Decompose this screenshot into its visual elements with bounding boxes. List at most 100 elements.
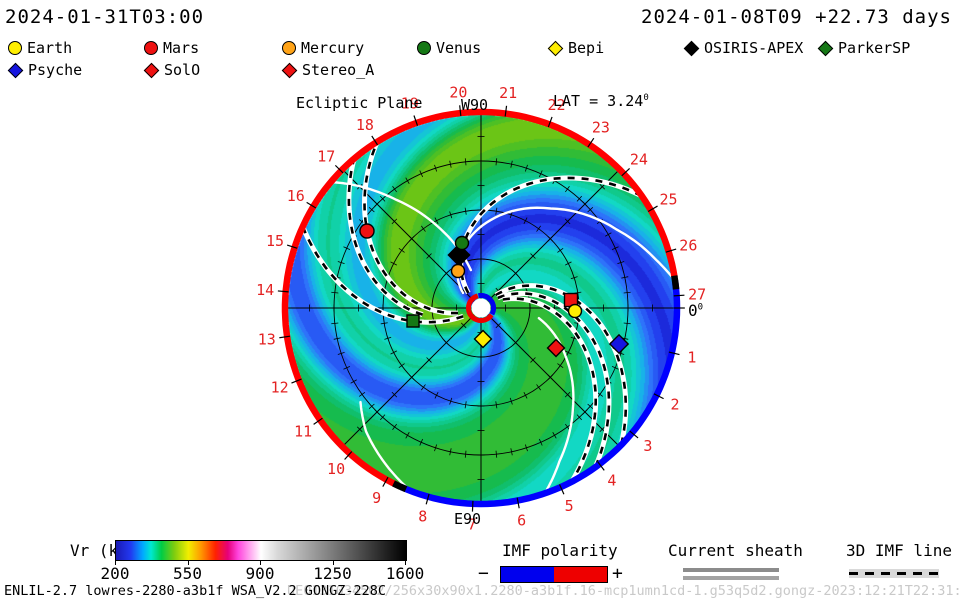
day-label: 21	[499, 84, 517, 102]
day-tick	[665, 248, 677, 253]
grid-circle-tick	[576, 195, 583, 202]
day-label: 13	[258, 331, 276, 349]
day-tick	[587, 137, 595, 148]
day-label: 20	[449, 84, 467, 102]
day-label: 5	[565, 497, 574, 515]
day-label: 24	[630, 151, 648, 169]
grid-circle-tick	[464, 401, 467, 409]
grid-circle-tick	[605, 232, 612, 237]
grid-circle-tick	[510, 160, 513, 168]
grid-circle-tick	[392, 423, 397, 431]
day-label: 6	[517, 512, 526, 530]
day-label: 27	[688, 285, 706, 303]
imf3d-line	[459, 176, 643, 294]
imf3d-line	[497, 292, 611, 468]
east-limb-label: E90	[454, 510, 482, 528]
grid-circle-tick	[434, 217, 439, 225]
grid-circle-tick	[611, 365, 619, 370]
day-label: 23	[592, 119, 610, 137]
grid-circle-tick	[398, 247, 405, 253]
grid-circle-tick	[384, 336, 392, 340]
colorbar-tick-label: 900	[245, 564, 275, 583]
solo-marker	[546, 338, 566, 358]
grid-spoke-tick	[426, 357, 432, 363]
latitude-label: LAT = 3.240	[553, 92, 649, 110]
grid-circle-tick	[564, 350, 572, 355]
grid-circle-tick	[623, 322, 631, 325]
day-tick	[621, 168, 631, 177]
day-label: 10	[327, 460, 345, 478]
imf-positive-swatch	[554, 567, 607, 582]
day-label: 1	[687, 348, 696, 366]
grid-spoke-tick	[374, 201, 380, 207]
day-tick	[413, 115, 419, 126]
grid-circle-tick	[538, 438, 543, 446]
day-tick	[547, 116, 553, 128]
grid-circle-tick	[380, 322, 388, 325]
grid-circle-tick	[570, 276, 578, 280]
day-label: 9	[372, 489, 381, 507]
grid-circle-tick	[392, 185, 397, 193]
grid-spoke-tick	[512, 339, 519, 346]
grid-spoke-tick	[512, 270, 519, 277]
day-tick	[291, 378, 302, 384]
grid-spoke-tick	[530, 253, 536, 259]
day-label: 8	[418, 508, 427, 526]
run-watermark: UE0131034502/256x30x90x1.2280-a3b1f.16-m…	[287, 583, 960, 599]
grid-circle-tick	[510, 448, 513, 456]
sun	[471, 298, 491, 318]
day-tick	[629, 430, 639, 439]
grid-spoke-tick	[530, 357, 536, 363]
day-label: 12	[271, 379, 289, 397]
day-label: 26	[679, 236, 697, 254]
grid-spoke-tick	[564, 218, 571, 225]
day-tick	[668, 351, 680, 356]
grid-circle-tick	[420, 225, 426, 232]
grid-circle-tick	[495, 207, 498, 215]
imf3d-line	[502, 297, 598, 483]
grid-spoke-tick	[443, 339, 450, 346]
grid-circle-tick	[552, 432, 557, 439]
day-label: 2	[670, 395, 679, 413]
grid-circle-tick	[557, 363, 564, 369]
grid-circle-tick	[358, 392, 366, 397]
grid-circle-tick	[557, 247, 564, 253]
grid-circle-tick	[617, 261, 625, 265]
west-limb-label: W90	[461, 96, 489, 114]
day-tick	[279, 335, 291, 339]
grid-circle-tick	[390, 350, 398, 355]
grid-circle-tick	[576, 414, 583, 421]
grid-circle-tick	[419, 438, 424, 446]
day-tick	[382, 476, 389, 487]
grid-spoke-tick	[599, 426, 606, 433]
grid-circle-tick	[623, 291, 631, 294]
grid-circle-tick	[565, 185, 570, 193]
grid-circle-tick	[368, 206, 375, 213]
grid-spoke-tick	[547, 374, 554, 381]
earth-marker	[567, 303, 583, 319]
day-label: 19	[401, 94, 419, 112]
imf3d-line	[347, 158, 424, 316]
grid-circle-tick	[333, 337, 341, 340]
grid-circle-tick	[420, 384, 426, 391]
zero-longitude-label: 00	[688, 301, 704, 320]
colorbar-tick-label: 1600	[385, 564, 425, 583]
grid-circle-tick	[523, 217, 528, 225]
grid-spoke-tick	[374, 409, 380, 415]
day-label: 11	[294, 423, 312, 441]
grid-circle-tick	[434, 391, 439, 399]
day-tick	[286, 244, 298, 249]
grid-circle-tick	[523, 391, 528, 399]
day-label: 7	[467, 515, 476, 533]
grid-spoke-tick	[443, 270, 450, 277]
grid-circle-tick	[536, 225, 542, 232]
grid-circle-tick	[331, 322, 339, 325]
grid-circle-tick	[587, 403, 594, 410]
grid-circle-tick	[611, 246, 619, 251]
venus-marker	[454, 235, 470, 251]
day-label: 18	[356, 116, 374, 134]
boundary-transition	[671, 275, 680, 290]
imf-polarity-bar	[500, 566, 608, 583]
grid-circle-tick	[343, 365, 351, 370]
plot-title: Ecliptic Plane	[296, 94, 423, 112]
